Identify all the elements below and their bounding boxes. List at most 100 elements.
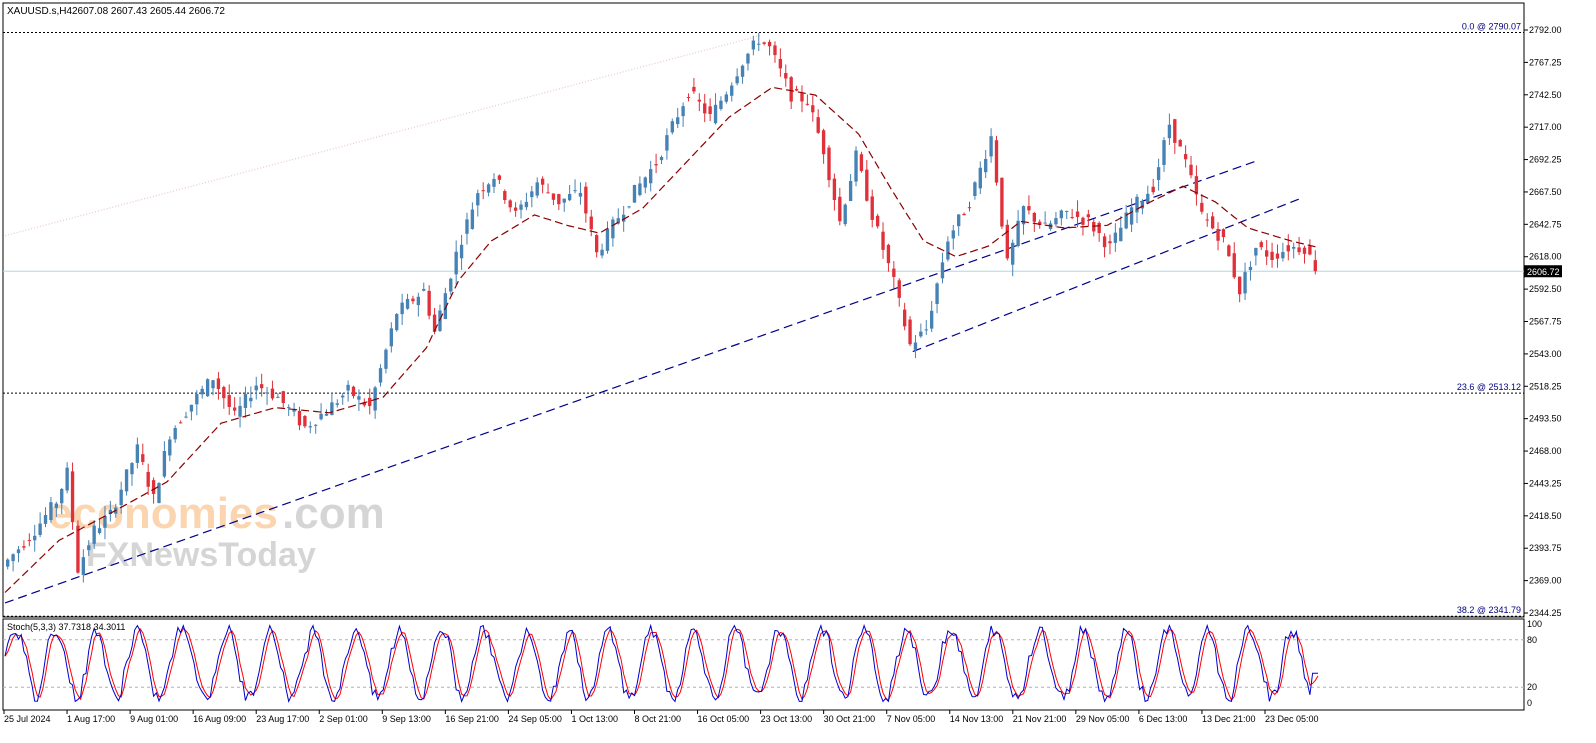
- candle-body: [449, 278, 453, 292]
- candle-body: [195, 394, 199, 405]
- time-tick-label: 1 Oct 13:00: [571, 714, 618, 724]
- candle-body: [270, 388, 275, 399]
- candle-body: [341, 395, 345, 398]
- candle-body: [216, 378, 221, 390]
- candle-body: [1156, 167, 1161, 181]
- candle-body: [470, 209, 475, 229]
- candle-body: [33, 535, 37, 541]
- stoch-tick-label: 0: [1527, 698, 1532, 708]
- candle-body: [913, 342, 918, 350]
- candle-body: [1183, 154, 1188, 160]
- price-tick-label: 2393.75: [1529, 543, 1562, 553]
- candle-body: [286, 407, 291, 409]
- candle-body: [1000, 177, 1004, 227]
- candle-body: [1254, 247, 1258, 256]
- candle-body: [1108, 241, 1112, 244]
- time-tick-label: 23 Dec 05:00: [1265, 714, 1319, 724]
- candle-body: [1151, 186, 1155, 193]
- price-tick-label: 2667.50: [1529, 187, 1562, 197]
- candle-body: [546, 192, 550, 194]
- candle-body: [265, 392, 269, 394]
- candle-body: [622, 214, 626, 222]
- time-tick-label: 24 Sep 05:00: [508, 714, 562, 724]
- candle-body: [708, 106, 712, 115]
- candle-body: [54, 503, 59, 508]
- candle-body: [551, 193, 556, 200]
- candle-body: [600, 249, 604, 256]
- candle-body: [1043, 222, 1047, 224]
- stoch-tick-label: 20: [1527, 682, 1537, 692]
- moving-average: [4, 86, 1319, 593]
- time-tick-label: 16 Oct 05:00: [698, 714, 750, 724]
- candle-body: [535, 182, 539, 196]
- candle-body: [157, 483, 161, 504]
- candle-body: [254, 385, 258, 391]
- candle-body: [962, 213, 966, 216]
- candle-body: [1173, 119, 1177, 143]
- candle-body: [330, 402, 334, 416]
- candle-body: [778, 58, 783, 69]
- candle-body: [692, 86, 696, 92]
- candle-body: [632, 184, 637, 203]
- watermark-domain: .com: [282, 489, 385, 538]
- candle-body: [1275, 253, 1280, 259]
- candle-body: [314, 424, 318, 426]
- ma-line: [4, 86, 1319, 593]
- candle-body: [805, 103, 810, 105]
- candle-body: [848, 180, 853, 202]
- candle-body: [400, 302, 404, 315]
- time-tick-label: 7 Nov 05:00: [887, 714, 936, 724]
- time-tick-label: 1 Aug 17:00: [67, 714, 115, 724]
- candle-body: [135, 444, 140, 463]
- candle-body: [605, 228, 610, 251]
- time-tick-label: 16 Sep 21:00: [445, 714, 499, 724]
- price-tick-label: 2592.50: [1529, 284, 1562, 294]
- candle-body: [378, 368, 383, 383]
- candle-body: [1011, 242, 1015, 265]
- candle-body: [811, 105, 815, 113]
- candle-body: [60, 488, 64, 504]
- candle-body: [1032, 212, 1037, 222]
- candle-body: [567, 194, 572, 201]
- candle-body: [659, 156, 664, 161]
- stochastic-oscillator: 100 80 20 0: [3, 619, 1542, 708]
- candle-body: [935, 283, 939, 305]
- candle-body: [649, 169, 653, 184]
- time-tick-label: 9 Aug 01:00: [130, 714, 178, 724]
- candle-body: [724, 94, 729, 102]
- candle-body: [1065, 210, 1069, 212]
- candle-body: [92, 525, 96, 544]
- candle-body: [686, 97, 691, 99]
- current-price-tag: 2606.72: [1524, 265, 1562, 278]
- candle-body: [838, 196, 842, 222]
- candle-body: [816, 117, 820, 133]
- candle-body: [384, 349, 388, 369]
- candle-body: [800, 93, 804, 102]
- candle-body: [1167, 124, 1172, 139]
- candle-body: [594, 235, 599, 253]
- candle-body: [238, 405, 242, 417]
- candle-body: [1038, 221, 1042, 225]
- candle-body: [967, 207, 972, 209]
- candle-body: [892, 268, 896, 277]
- candle-body: [757, 43, 761, 45]
- candle-body: [443, 293, 448, 320]
- candle-body: [1308, 246, 1312, 255]
- candle-body: [1054, 218, 1058, 225]
- price-axis: 2792.00 2767.25 2742.50 2717.00 2692.25 2667.…: [1524, 25, 1562, 618]
- watermark-brand: economies: [48, 489, 278, 538]
- candle-body: [27, 539, 31, 541]
- candle-body: [189, 404, 194, 412]
- candle-body: [584, 186, 588, 214]
- candle-body: [173, 428, 177, 440]
- time-tick-label: 16 Aug 09:00: [193, 714, 246, 724]
- candle-body: [124, 469, 129, 492]
- candle-body: [924, 329, 928, 331]
- candle-body: [670, 121, 674, 133]
- candle-body: [1081, 217, 1085, 225]
- price-tick-label: 2642.75: [1529, 219, 1562, 229]
- candle-body: [762, 42, 766, 44]
- candle-body: [1302, 247, 1307, 254]
- candle-body: [681, 106, 685, 117]
- price-tick-label: 2717.00: [1529, 122, 1562, 132]
